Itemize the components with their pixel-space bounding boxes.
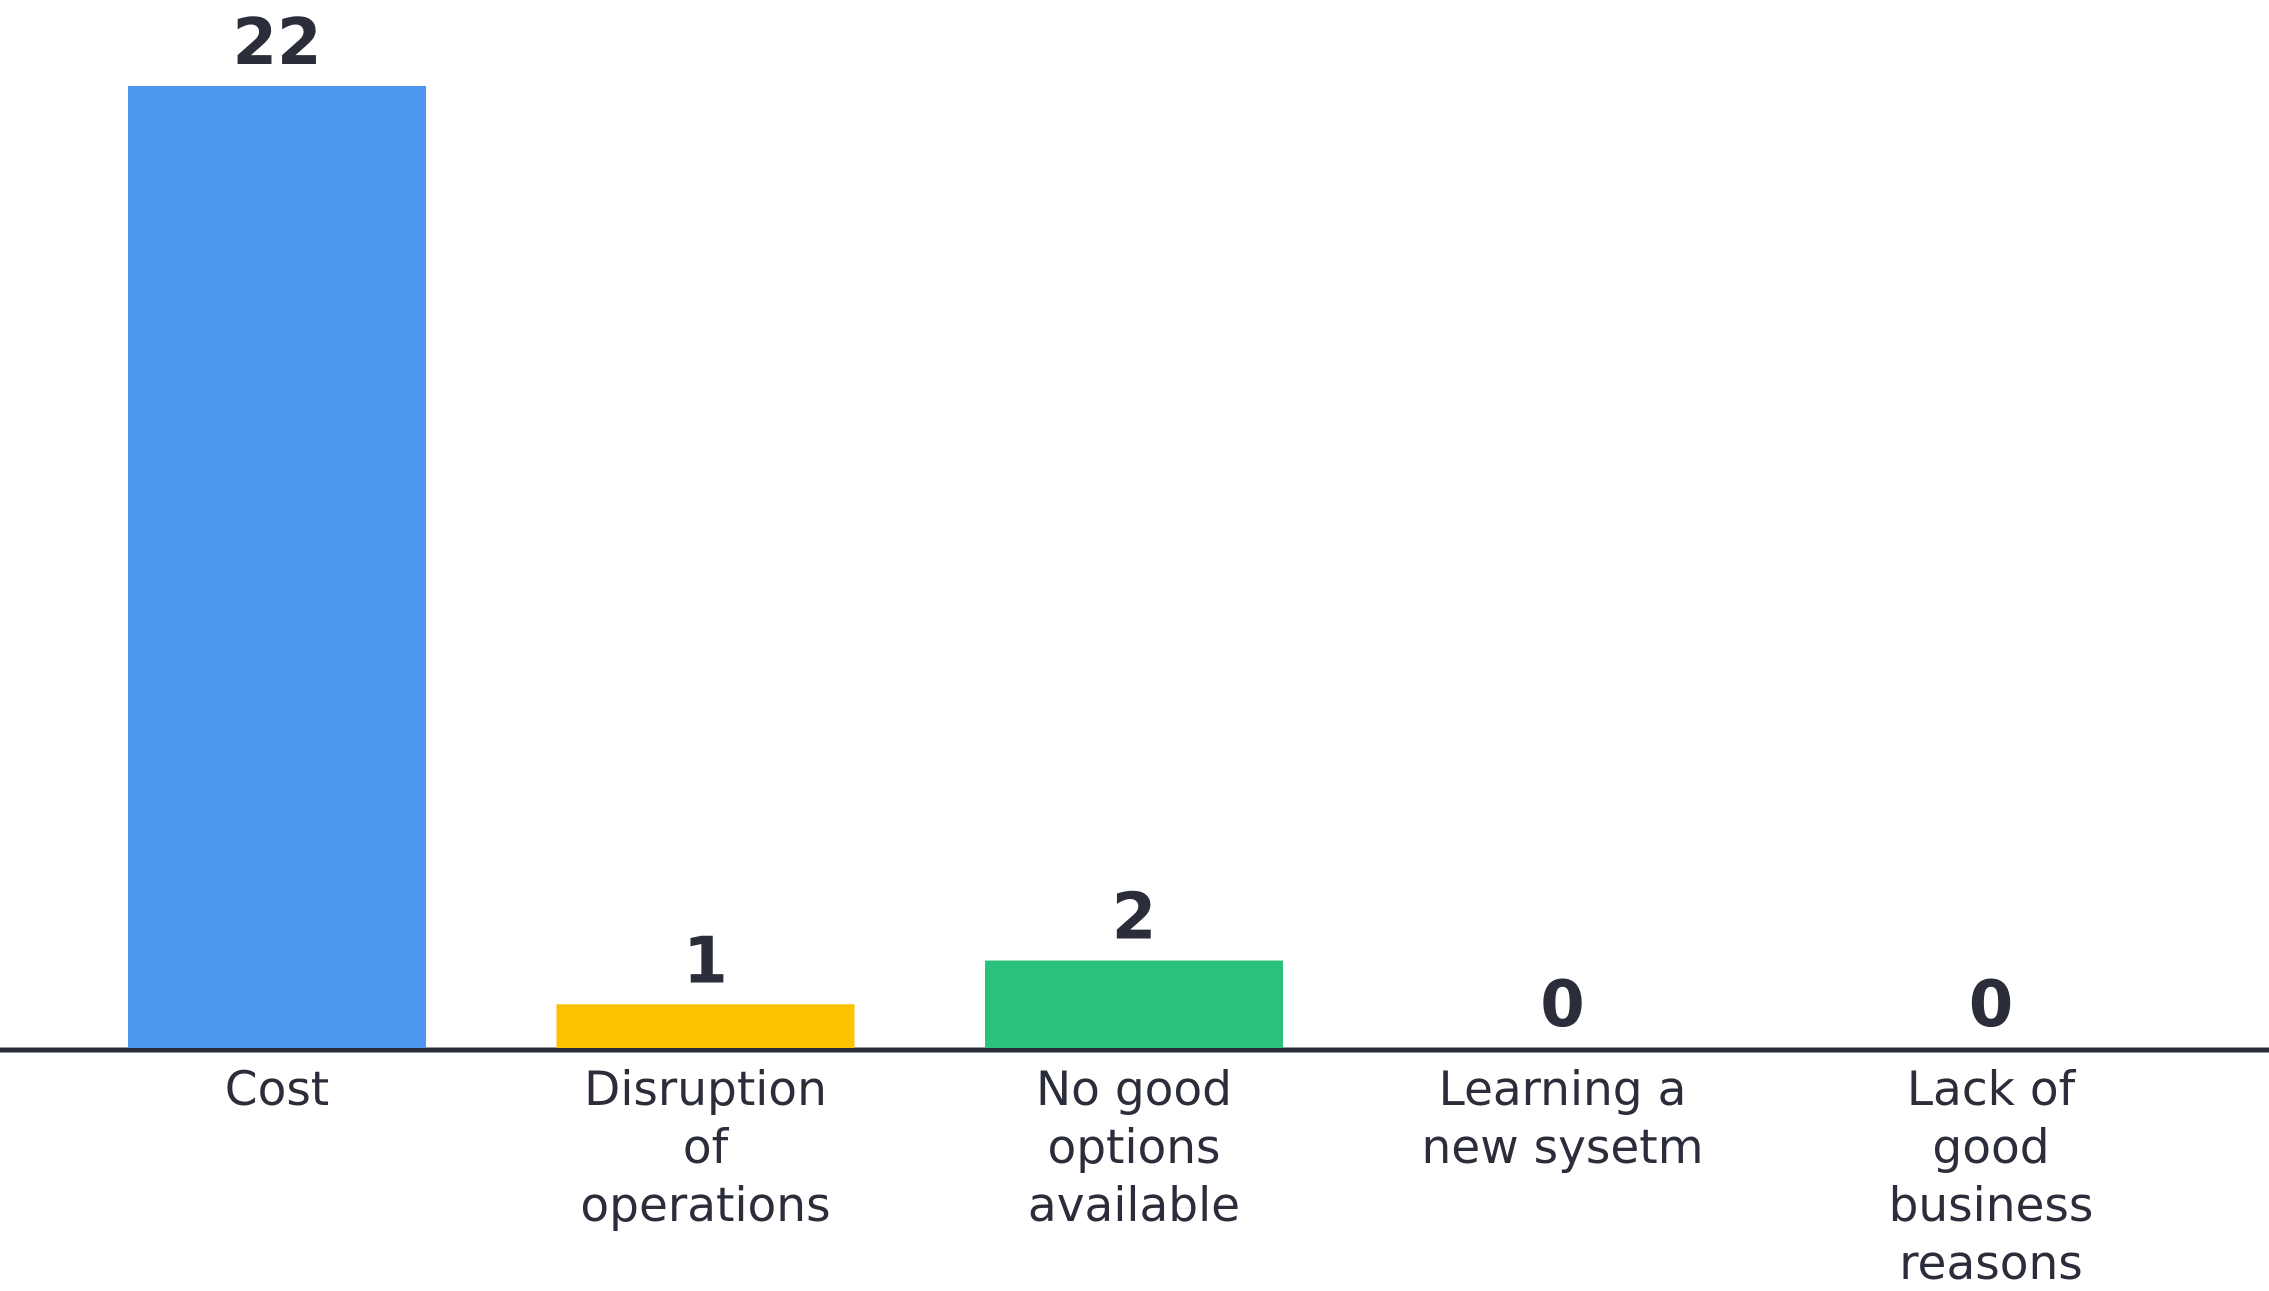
category-label-line: Lack of	[1907, 1062, 2077, 1117]
category-label-0: Cost	[225, 1062, 330, 1117]
category-label-line: business	[1889, 1178, 2094, 1233]
category-label-line: Learning a	[1439, 1062, 1687, 1117]
category-label-3: Learning a new sysetm	[1422, 1062, 1704, 1175]
category-label-line: new sysetm	[1422, 1120, 1704, 1175]
category-label-line: of	[683, 1120, 730, 1175]
bar-1	[556, 1004, 855, 1048]
bar-0	[128, 86, 426, 1048]
data-label-1: 1	[683, 924, 728, 998]
category-label-line: Disruption	[584, 1062, 827, 1117]
data-label-0: 22	[232, 6, 321, 80]
category-label-4: Lack of good business reasons	[1889, 1062, 2094, 1287]
category-label-line: options	[1047, 1120, 1220, 1175]
bar-2	[985, 960, 1283, 1048]
category-label-line: Cost	[225, 1062, 330, 1117]
category-label-2: No good options available	[1028, 1062, 1240, 1233]
category-label-line: operations	[580, 1178, 830, 1233]
category-label-line: reasons	[1899, 1236, 2083, 1287]
data-label-4: 0	[1969, 968, 2014, 1042]
category-label-1: Disruption of operations	[580, 1062, 830, 1233]
category-label-line: No good	[1036, 1062, 1232, 1117]
category-label-line: available	[1028, 1178, 1240, 1233]
category-label-line: good	[1932, 1120, 2049, 1175]
data-label-3: 0	[1540, 968, 1585, 1042]
data-label-2: 2	[1112, 881, 1157, 955]
